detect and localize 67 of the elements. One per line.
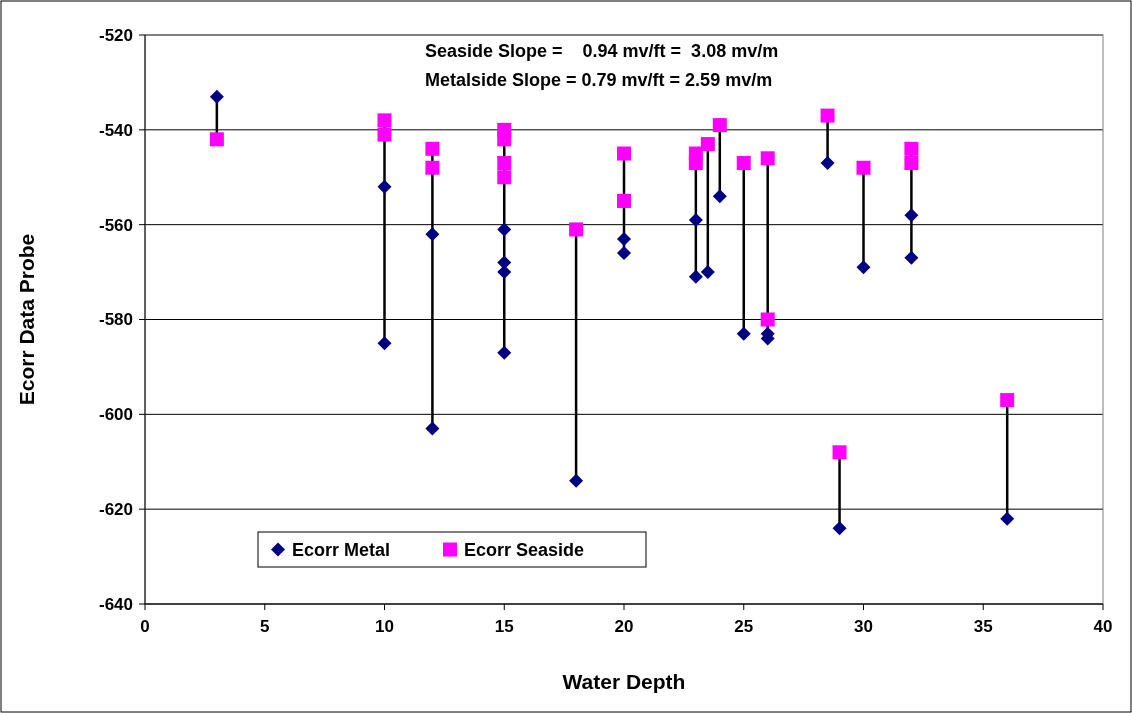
- point: [832, 445, 847, 460]
- x-tick-label: 15: [494, 617, 514, 636]
- x-tick-label: 25: [734, 617, 754, 636]
- legend-label: Ecorr Seaside: [464, 539, 585, 560]
- x-tick-label: 35: [973, 617, 993, 636]
- x-tick-label: 40: [1093, 617, 1113, 636]
- point: [617, 193, 631, 208]
- y-tick-label: -600: [98, 405, 133, 425]
- point: [904, 250, 919, 265]
- annotation: Metalside Slope = 0.79 mv/ft = 2.59 mv/m: [425, 70, 773, 90]
- point: [569, 222, 584, 237]
- point: [688, 156, 703, 171]
- legend-label: Ecorr Metal: [292, 539, 391, 560]
- point: [497, 156, 512, 171]
- point: [497, 265, 512, 280]
- y-tick-label: -640: [98, 594, 133, 614]
- point: [377, 113, 392, 128]
- point: [425, 160, 440, 175]
- point: [700, 265, 715, 280]
- point: [700, 137, 715, 152]
- y-axis-title: Ecorr Data Probe: [15, 233, 38, 406]
- point: [425, 141, 440, 156]
- annotation: Seaside Slope = 0.94 mv/ft = 3.08 mv/m: [425, 41, 779, 61]
- y-tick-label: -580: [98, 310, 133, 330]
- point: [712, 118, 727, 133]
- point: [736, 326, 751, 341]
- point: [617, 231, 631, 246]
- x-tick-label: 10: [375, 617, 394, 636]
- point: [569, 473, 584, 488]
- y-tick-label: -540: [98, 120, 133, 140]
- point: [856, 260, 871, 275]
- point: [832, 521, 847, 536]
- x-tick-label: 0: [140, 617, 150, 636]
- y-tick-label: -620: [98, 500, 133, 520]
- point: [1000, 511, 1015, 526]
- point: [688, 212, 703, 227]
- x-tick-label: 20: [614, 617, 634, 636]
- point: [377, 127, 392, 142]
- point: [425, 227, 440, 242]
- point: [377, 179, 392, 194]
- y-tick-label: -560: [98, 215, 133, 235]
- point: [1000, 393, 1015, 408]
- point: [856, 160, 871, 175]
- x-axis-title: Water Depth: [562, 670, 686, 693]
- point: [497, 345, 512, 360]
- point: [617, 246, 631, 261]
- point: [617, 146, 631, 161]
- point: [497, 222, 512, 237]
- point: [209, 132, 224, 147]
- point: [712, 189, 727, 204]
- x-tick-label: 5: [260, 617, 270, 636]
- x-tick-label: 30: [854, 617, 873, 636]
- point: [688, 269, 703, 284]
- point: [377, 336, 392, 351]
- y-tick-label: -520: [98, 25, 133, 45]
- point: [904, 208, 919, 223]
- point: [904, 156, 919, 171]
- point: [209, 89, 224, 104]
- point: [904, 141, 919, 156]
- point: [820, 156, 835, 171]
- point: [736, 156, 751, 171]
- point: [820, 108, 835, 123]
- point: [497, 132, 512, 147]
- point: [425, 421, 440, 436]
- point: [760, 312, 775, 327]
- point: [497, 170, 512, 185]
- point: [760, 151, 775, 166]
